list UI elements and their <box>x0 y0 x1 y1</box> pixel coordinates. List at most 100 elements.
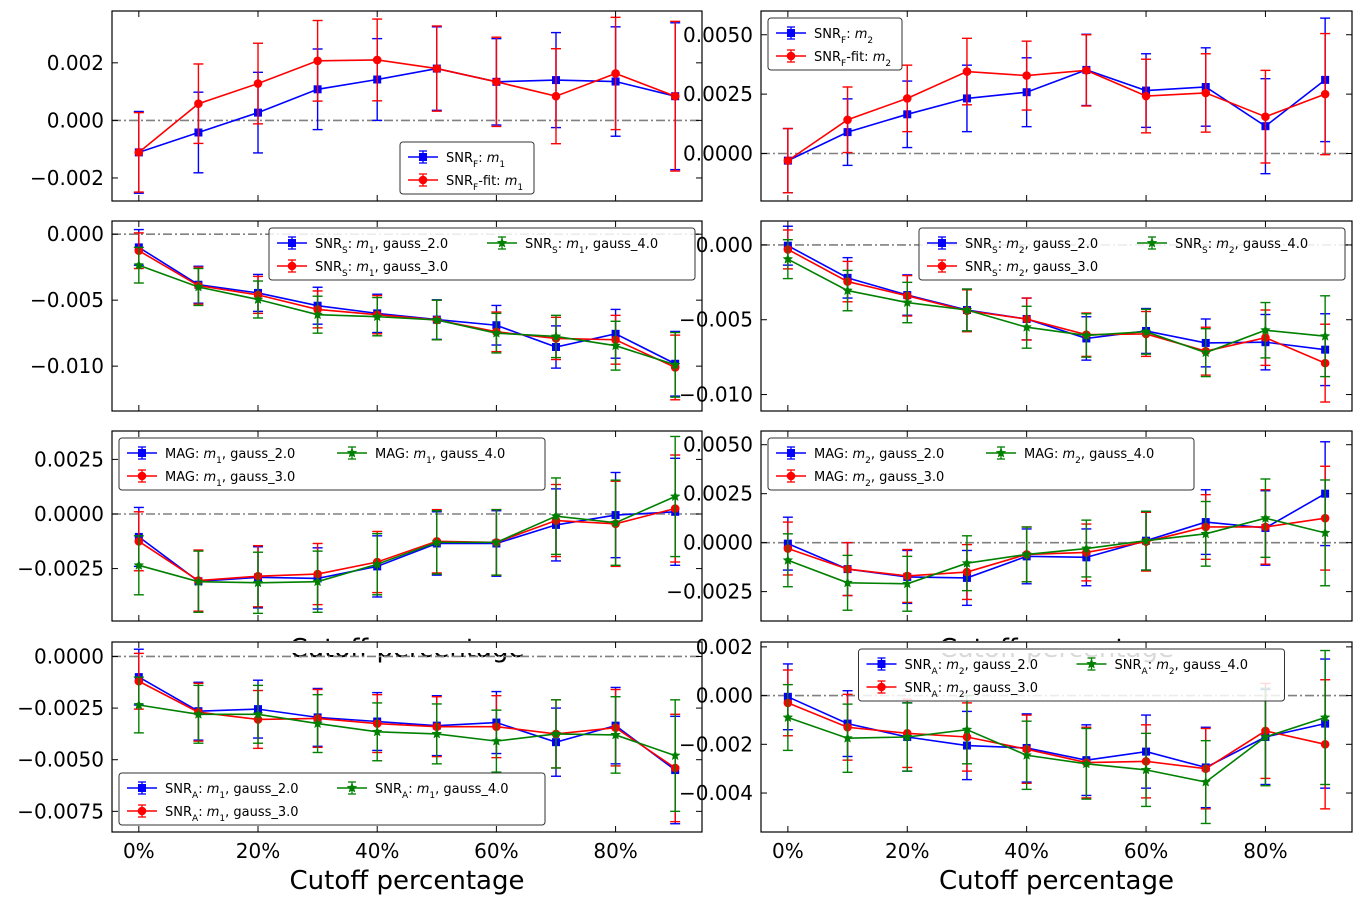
marker-star <box>1260 512 1271 523</box>
series-line <box>138 680 676 769</box>
legend-label: SNRA: m2, gauss_2.0 <box>905 658 1039 677</box>
marker-star <box>1319 527 1331 538</box>
marker-circle <box>287 261 297 271</box>
marker-circle <box>1082 66 1091 75</box>
marker-star <box>193 708 204 719</box>
subplot-4: −0.010−0.0050.000 SNRS: m2, gauss_2.0SNRS… <box>679 220 1353 412</box>
series-line <box>787 517 1326 577</box>
marker-star <box>550 728 562 739</box>
marker-circle <box>937 261 947 271</box>
marker-star <box>133 559 145 570</box>
y-tick-label: −0.0025 <box>17 696 104 720</box>
marker-star <box>1140 535 1152 546</box>
marker-square <box>138 784 146 792</box>
marker-star <box>842 284 853 296</box>
y-tick-label: 0.000 <box>696 233 753 257</box>
subplot-3: −0.010−0.0050.000 SNRS: m1, gauss_2.0SNRS… <box>30 220 703 412</box>
legend: MAG: m2, gauss_2.0 MAG: m2, gauss_3.0 MAG:… <box>767 437 1195 491</box>
marker-circle <box>670 91 680 101</box>
legend-box <box>118 437 546 491</box>
series-3 <box>133 246 681 398</box>
marker-square <box>938 239 946 247</box>
marker-star <box>1080 542 1092 554</box>
legend-entry-2: MAG: m2, gauss_3.0 <box>776 469 944 489</box>
marker-star <box>1260 324 1271 335</box>
marker-star <box>371 310 383 322</box>
subplot-2: 0.0000 0.0025 0.0050 SNRF: m2 SNRF-fit: m2 <box>683 10 1353 202</box>
subplot-7: 0% 20% 40% 60% 80% −0.0075 −0.0050 −0.0025 0.000… <box>17 641 703 896</box>
series-3 <box>782 649 1331 825</box>
y-tick-label: 0.0000 <box>683 142 753 166</box>
marker-star <box>312 717 323 729</box>
axes-frame <box>111 220 703 412</box>
y-tick-label: −0.004 <box>679 781 753 805</box>
legend-entry-3: MAG: m2, gauss_4.0 <box>986 446 1154 466</box>
legend-entry-3: SNRS: m1, gauss_4.0 <box>487 236 658 256</box>
marker-star <box>961 557 973 568</box>
legend-label: SNRS: m1, gauss_3.0 <box>315 260 448 279</box>
y-tick-label: 0.002 <box>696 635 753 659</box>
y-tick-label: −0.002 <box>679 732 753 756</box>
x-tick-label: 20% <box>236 839 280 863</box>
marker-star <box>491 327 502 338</box>
marker-circle <box>877 682 886 692</box>
marker-star <box>1200 528 1212 539</box>
marker-star <box>1080 329 1092 341</box>
legend-box <box>118 772 546 826</box>
marker-circle <box>1320 89 1330 99</box>
legend-label: SNRA: m2, gauss_4.0 <box>1115 658 1249 677</box>
marker-star <box>1021 548 1033 559</box>
legend-entry-1: SNRF: m1 <box>408 150 505 170</box>
legend-entry-1: SNRF: m2 <box>776 26 873 46</box>
marker-star <box>901 578 913 589</box>
series-line <box>787 69 1326 162</box>
y-tick-label: −0.005 <box>679 308 753 332</box>
marker-star <box>1140 764 1152 775</box>
legend-box <box>767 17 903 71</box>
legend-label: MAG: m1, gauss_2.0 <box>165 447 295 466</box>
legend-label: SNRA: m1, gauss_4.0 <box>375 782 509 801</box>
marker-square <box>138 449 146 457</box>
marker-star <box>842 577 853 588</box>
x-tick-label: 80% <box>593 839 637 863</box>
legend-entry-1: MAG: m2, gauss_2.0 <box>776 446 944 466</box>
marker-circle <box>1261 112 1270 121</box>
marker-star <box>995 447 1007 458</box>
marker-star <box>346 447 358 458</box>
legend-entry-1: MAG: m1, gauss_2.0 <box>127 446 295 466</box>
marker-star <box>252 708 264 719</box>
marker-star <box>1021 749 1033 760</box>
axes-frame <box>760 641 1353 833</box>
marker-star <box>669 490 681 502</box>
axes-frame <box>760 220 1353 412</box>
marker-star <box>550 510 562 521</box>
legend-entry-2: SNRF-fit: m2 <box>776 49 891 69</box>
y-tick-label: −0.0050 <box>17 748 104 772</box>
legend-label: SNRA: m1, gauss_2.0 <box>165 782 299 801</box>
marker-circle <box>1141 91 1151 101</box>
y-tick-label: −0.0075 <box>17 799 104 823</box>
series-2 <box>133 16 681 193</box>
marker-star <box>1200 346 1212 358</box>
marker-star <box>193 576 204 587</box>
marker-circle <box>1022 71 1031 80</box>
marker-circle <box>783 156 793 165</box>
marker-star <box>431 728 443 739</box>
y-tick-label: −0.0025 <box>666 580 753 604</box>
series-3 <box>782 478 1331 612</box>
x-axis-label: Cutoff percentage <box>290 866 525 896</box>
plot-area <box>782 225 1331 403</box>
y-tick-label: 0.000 <box>47 108 104 132</box>
marker-star <box>610 340 621 351</box>
x-tick-label: 60% <box>474 839 518 863</box>
y-tick-label: 0.0000 <box>34 502 104 526</box>
series-line <box>787 248 1326 364</box>
marker-star <box>782 253 794 264</box>
series-line <box>787 517 1326 585</box>
legend-label: SNRF: m1 <box>446 151 505 170</box>
legend-label: SNRF-fit: m2 <box>814 50 891 69</box>
marker-star <box>901 296 913 308</box>
plot-area <box>782 17 1331 194</box>
marker-star <box>550 330 562 342</box>
x-tick-label: 0% <box>772 839 804 863</box>
